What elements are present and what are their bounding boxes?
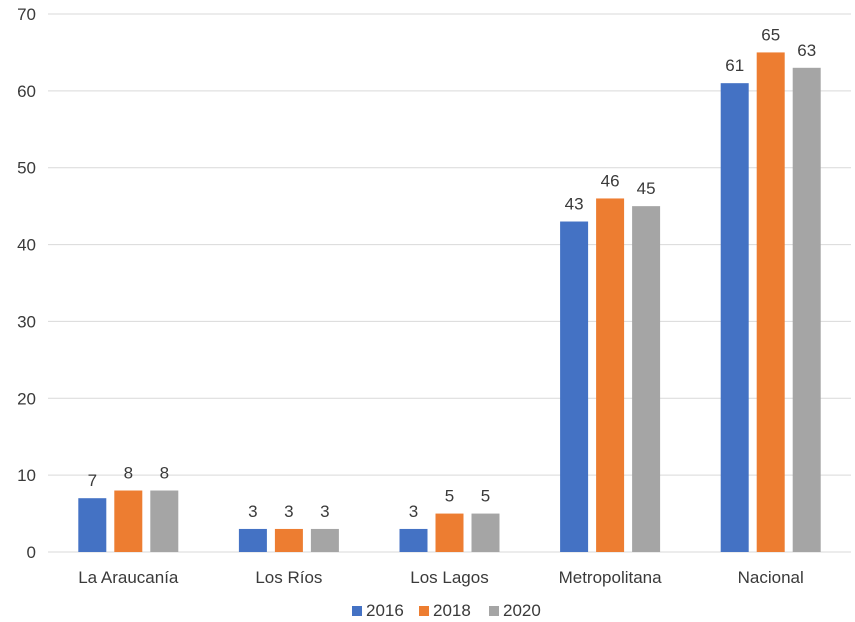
legend: 2016 2018 2020 bbox=[352, 601, 541, 620]
gridlines bbox=[48, 13, 851, 553]
data-label: 63 bbox=[797, 41, 816, 60]
data-label: 3 bbox=[320, 502, 329, 521]
x-category-label: Nacional bbox=[738, 568, 804, 587]
legend-swatch bbox=[489, 606, 499, 616]
bars bbox=[78, 52, 821, 553]
bar bbox=[238, 528, 267, 552]
x-category-label: La Araucanía bbox=[78, 568, 179, 587]
y-tick-label: 70 bbox=[17, 5, 36, 24]
y-tick-label: 20 bbox=[17, 389, 36, 408]
x-axis-category-labels: La Araucanía Los Ríos Los Lagos Metropolita… bbox=[78, 568, 804, 587]
legend-label: 2016 bbox=[366, 601, 404, 620]
y-tick-label: 40 bbox=[17, 236, 36, 255]
legend-swatch bbox=[419, 606, 429, 616]
data-label: 46 bbox=[601, 171, 620, 190]
y-tick-label: 60 bbox=[17, 82, 36, 101]
x-category-label: Los Ríos bbox=[255, 568, 322, 587]
data-label: 7 bbox=[88, 471, 97, 490]
bar bbox=[471, 513, 500, 552]
bar bbox=[596, 198, 625, 552]
bar bbox=[792, 67, 821, 553]
data-label: 8 bbox=[124, 464, 133, 483]
bar bbox=[435, 513, 464, 552]
data-label: 65 bbox=[761, 25, 780, 44]
data-label: 43 bbox=[565, 195, 584, 214]
legend-label: 2020 bbox=[503, 601, 541, 620]
bar bbox=[632, 206, 661, 552]
data-label: 45 bbox=[637, 179, 656, 198]
data-label: 8 bbox=[160, 464, 169, 483]
bar bbox=[78, 498, 107, 552]
data-label: 3 bbox=[409, 502, 418, 521]
bar bbox=[274, 528, 303, 552]
x-category-label: Los Lagos bbox=[410, 568, 488, 587]
bar bbox=[399, 528, 428, 552]
bar bbox=[310, 528, 339, 552]
data-label: 5 bbox=[481, 487, 490, 506]
bar bbox=[560, 221, 589, 552]
data-label: 3 bbox=[248, 502, 257, 521]
y-tick-label: 30 bbox=[17, 312, 36, 331]
data-label: 5 bbox=[445, 487, 454, 506]
data-label: 61 bbox=[725, 56, 744, 75]
bar bbox=[756, 52, 785, 553]
bar bbox=[720, 83, 749, 553]
y-axis-tick-labels: 0 10 20 30 40 50 60 70 bbox=[17, 5, 36, 562]
data-label: 3 bbox=[284, 502, 293, 521]
legend-swatch bbox=[352, 606, 362, 616]
y-tick-label: 50 bbox=[17, 159, 36, 178]
y-tick-label: 10 bbox=[17, 466, 36, 485]
legend-label: 2018 bbox=[433, 601, 471, 620]
bar bbox=[150, 490, 179, 552]
x-category-label: Metropolitana bbox=[559, 568, 663, 587]
data-labels: 7 8 8 3 3 3 3 5 5 43 46 45 61 65 63 bbox=[88, 25, 817, 521]
y-tick-label: 0 bbox=[27, 543, 36, 562]
bar bbox=[114, 490, 143, 552]
